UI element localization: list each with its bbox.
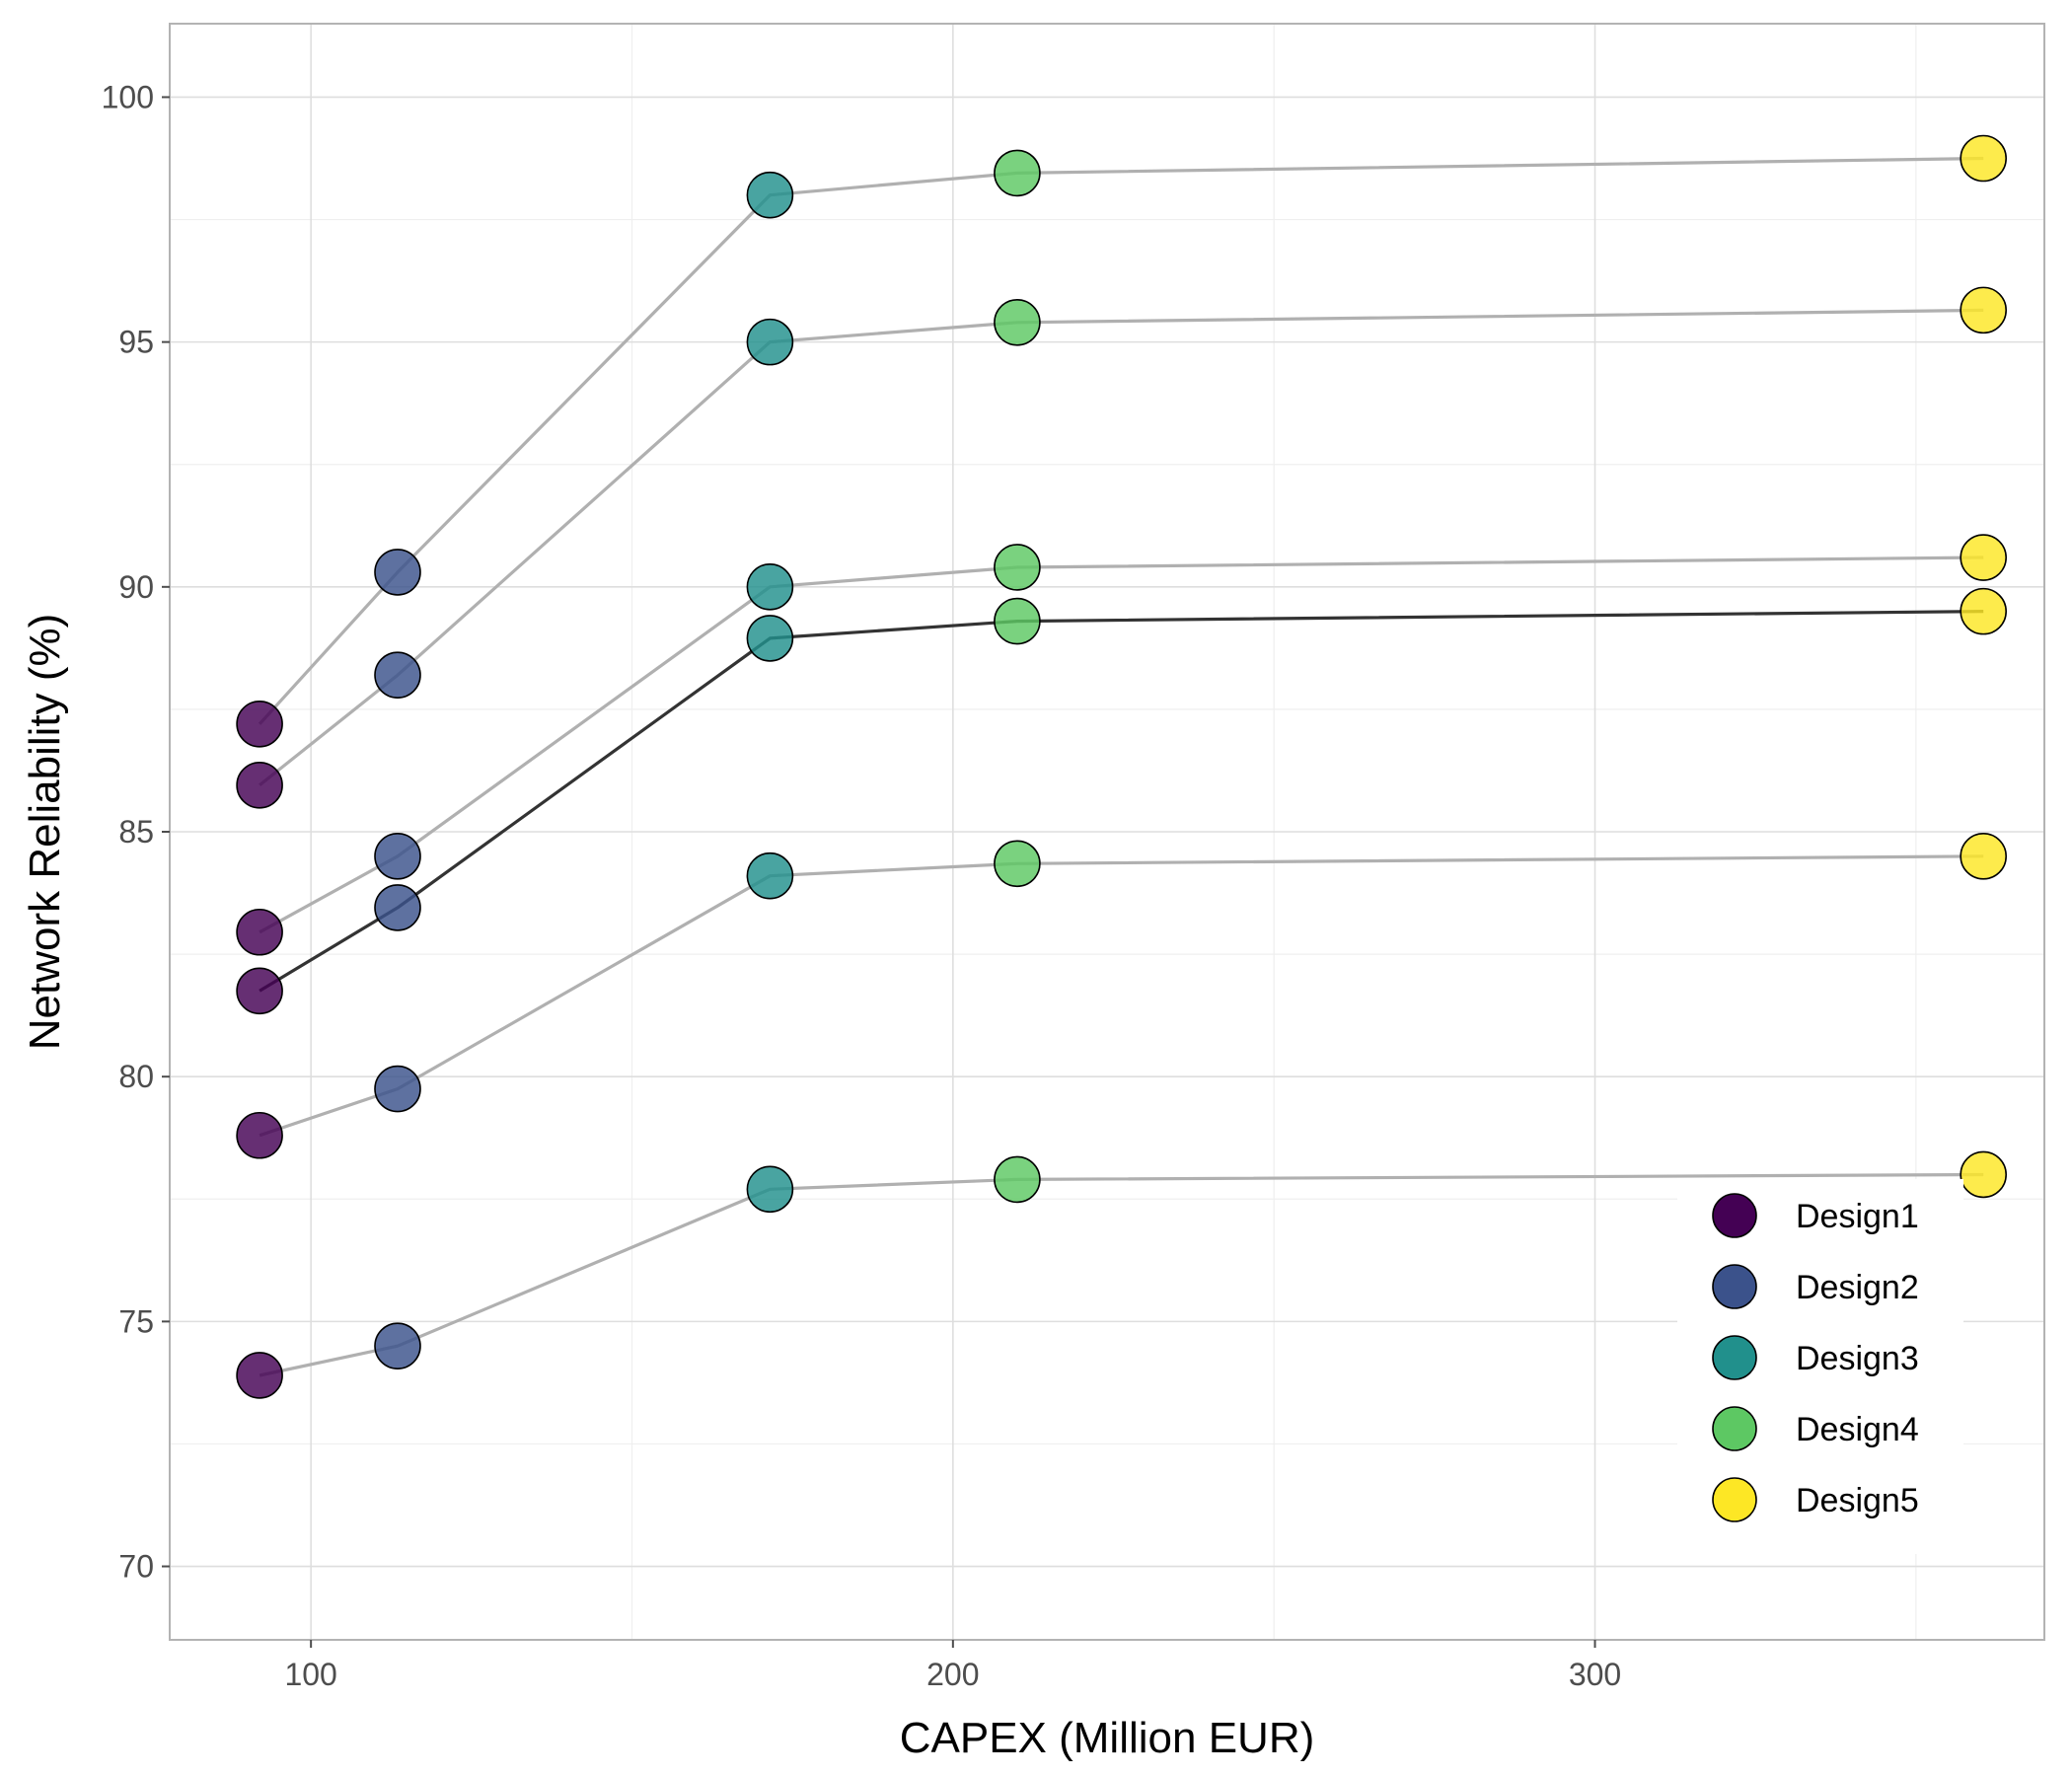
data-point-design5 <box>1960 587 2007 635</box>
data-point-design3 <box>746 563 794 611</box>
legend-label-design2: Design2 <box>1796 1269 1919 1306</box>
legend: Design1 Design2 Design3 Design4 Design5 <box>1677 1179 1963 1554</box>
data-point-design2 <box>374 1322 421 1369</box>
legend-key-design5 <box>1712 1477 1757 1522</box>
data-point-design4 <box>994 597 1041 645</box>
data-point-design5 <box>1960 134 2007 183</box>
data-point-design3 <box>746 318 794 366</box>
x-axis-title: CAPEX (Million EUR) <box>900 1714 1315 1762</box>
data-point-design1 <box>236 908 283 956</box>
x-tick-label: 300 <box>1569 1657 1621 1692</box>
y-tick-label: 90 <box>118 569 154 605</box>
data-point-design4 <box>994 840 1041 888</box>
y-tick-label: 80 <box>118 1059 154 1094</box>
x-tick-label: 100 <box>284 1657 336 1692</box>
major-gridlines <box>170 24 2044 1640</box>
data-point-design5 <box>1960 833 2007 880</box>
data-point-design1 <box>236 967 283 1015</box>
x-tick-label: 200 <box>926 1657 979 1692</box>
data-point-design4 <box>994 544 1041 591</box>
y-axis-ticks: 70 75 80 85 90 95 100 <box>102 79 170 1585</box>
legend-label-design4: Design4 <box>1796 1411 1919 1448</box>
data-point-design1 <box>236 1352 283 1399</box>
data-point-design5 <box>1960 1150 2007 1199</box>
data-point-design2 <box>374 1065 421 1113</box>
data-point-design4 <box>994 298 1041 346</box>
legend-key-design1 <box>1712 1193 1757 1238</box>
data-point-design2 <box>374 651 421 699</box>
y-tick-label: 85 <box>118 814 154 850</box>
data-points <box>236 134 2007 1399</box>
y-tick-label: 75 <box>118 1303 154 1339</box>
data-point-design1 <box>236 762 283 809</box>
x-axis-ticks: 100 200 300 <box>284 1640 1621 1692</box>
data-point-design4 <box>994 149 1041 197</box>
data-point-design1 <box>236 1111 283 1159</box>
legend-label-design1: Design1 <box>1796 1198 1919 1235</box>
y-axis-title: Network Reliability (%) <box>21 614 69 1051</box>
data-point-design3 <box>746 615 794 662</box>
legend-key-design4 <box>1712 1406 1757 1451</box>
data-point-design5 <box>1960 286 2007 334</box>
data-point-design2 <box>374 833 421 880</box>
data-point-design4 <box>994 1155 1041 1204</box>
data-point-design3 <box>746 851 794 900</box>
data-point-design2 <box>374 549 421 596</box>
data-point-design3 <box>746 1165 794 1214</box>
legend-key-design2 <box>1712 1264 1757 1309</box>
data-point-design1 <box>236 700 283 748</box>
data-point-design5 <box>1960 534 2007 581</box>
y-tick-label: 95 <box>118 325 154 360</box>
legend-key-design3 <box>1712 1335 1757 1380</box>
y-tick-label: 70 <box>118 1549 154 1585</box>
data-point-design2 <box>374 884 421 931</box>
y-tick-label: 100 <box>102 79 154 114</box>
legend-label-design3: Design3 <box>1796 1340 1919 1377</box>
legend-label-design5: Design5 <box>1796 1482 1919 1519</box>
data-point-design3 <box>746 171 794 219</box>
